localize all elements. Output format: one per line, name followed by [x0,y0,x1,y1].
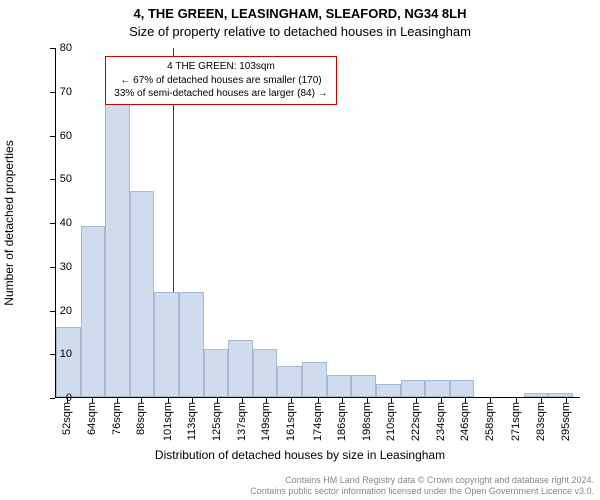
histogram-bar [56,327,81,397]
x-tick-label: 283sqm [535,402,547,441]
x-tick-mark [416,398,417,403]
x-tick-mark [168,398,169,403]
histogram-bar [105,104,130,397]
y-tick-mark [50,398,55,399]
footer-line1: Contains HM Land Registry data © Crown c… [250,475,594,487]
x-tick-mark [566,398,567,403]
x-tick-label: 295sqm [560,402,572,441]
x-tick-mark [141,398,142,403]
histogram-bar [376,384,401,397]
footer-line2: Contains public sector information licen… [250,486,594,498]
y-tick-mark [50,267,55,268]
x-tick-label: 246sqm [459,402,471,441]
histogram-bar [548,393,573,397]
x-tick-mark [217,398,218,403]
histogram-bar [524,393,549,397]
x-tick-label: 198sqm [361,402,373,441]
x-tick-mark [67,398,68,403]
x-tick-label: 125sqm [211,402,223,441]
x-tick-label: 222sqm [410,402,422,441]
histogram-bar [450,380,475,398]
page-subtitle: Size of property relative to detached ho… [0,24,600,39]
y-axis-label: Number of detached properties [2,140,16,305]
x-tick-mark [490,398,491,403]
histogram-bar [81,226,106,397]
property-info-box: 4 THE GREEN: 103sqm ← 67% of detached ho… [105,56,337,105]
x-tick-mark [92,398,93,403]
x-tick-label: 234sqm [435,402,447,441]
x-tick-label: 186sqm [336,402,348,441]
x-tick-mark [367,398,368,403]
histogram-bar [228,340,253,397]
histogram-bar [204,349,229,397]
x-tick-label: 271sqm [510,402,522,441]
x-axis-label: Distribution of detached houses by size … [0,448,600,462]
histogram-bar [401,380,426,398]
x-tick-label: 76sqm [111,402,123,435]
x-tick-label: 113sqm [186,402,198,440]
y-tick-mark [50,179,55,180]
x-tick-label: 174sqm [312,402,324,441]
x-tick-mark [192,398,193,403]
x-tick-mark [541,398,542,403]
infobox-line1: 4 THE GREEN: 103sqm [112,60,330,74]
x-tick-label: 210sqm [385,402,397,441]
infobox-line2: ← 67% of detached houses are smaller (17… [112,74,330,88]
x-tick-mark [465,398,466,403]
y-tick-mark [50,354,55,355]
x-tick-mark [318,398,319,403]
histogram-bar [327,375,352,397]
histogram-bar [425,380,450,398]
x-tick-mark [391,398,392,403]
x-tick-mark [117,398,118,403]
histogram-bar [253,349,278,397]
x-tick-label: 52sqm [61,402,73,435]
x-tick-mark [291,398,292,403]
page-title-address: 4, THE GREEN, LEASINGHAM, SLEAFORD, NG34… [0,6,600,21]
y-tick-mark [50,92,55,93]
histogram-bar [154,292,179,397]
x-tick-label: 137sqm [236,402,248,441]
histogram-bar [351,375,376,397]
x-tick-label: 64sqm [86,402,98,435]
x-tick-label: 161sqm [285,402,297,441]
x-tick-label: 101sqm [162,402,174,441]
x-tick-mark [266,398,267,403]
infobox-line3: 33% of semi-detached houses are larger (… [112,87,330,101]
x-tick-mark [342,398,343,403]
y-tick-mark [50,223,55,224]
x-tick-mark [516,398,517,403]
y-tick-mark [50,136,55,137]
histogram-bar [277,366,302,397]
x-tick-mark [441,398,442,403]
y-tick-mark [50,48,55,49]
x-tick-mark [242,398,243,403]
histogram-bar [179,292,204,397]
footer-attribution: Contains HM Land Registry data © Crown c… [250,475,594,498]
x-tick-label: 149sqm [260,402,272,441]
x-tick-label: 88sqm [135,402,147,435]
y-tick-mark [50,311,55,312]
histogram-bar [302,362,327,397]
x-tick-label: 258sqm [484,402,496,441]
histogram-bar [130,191,155,397]
